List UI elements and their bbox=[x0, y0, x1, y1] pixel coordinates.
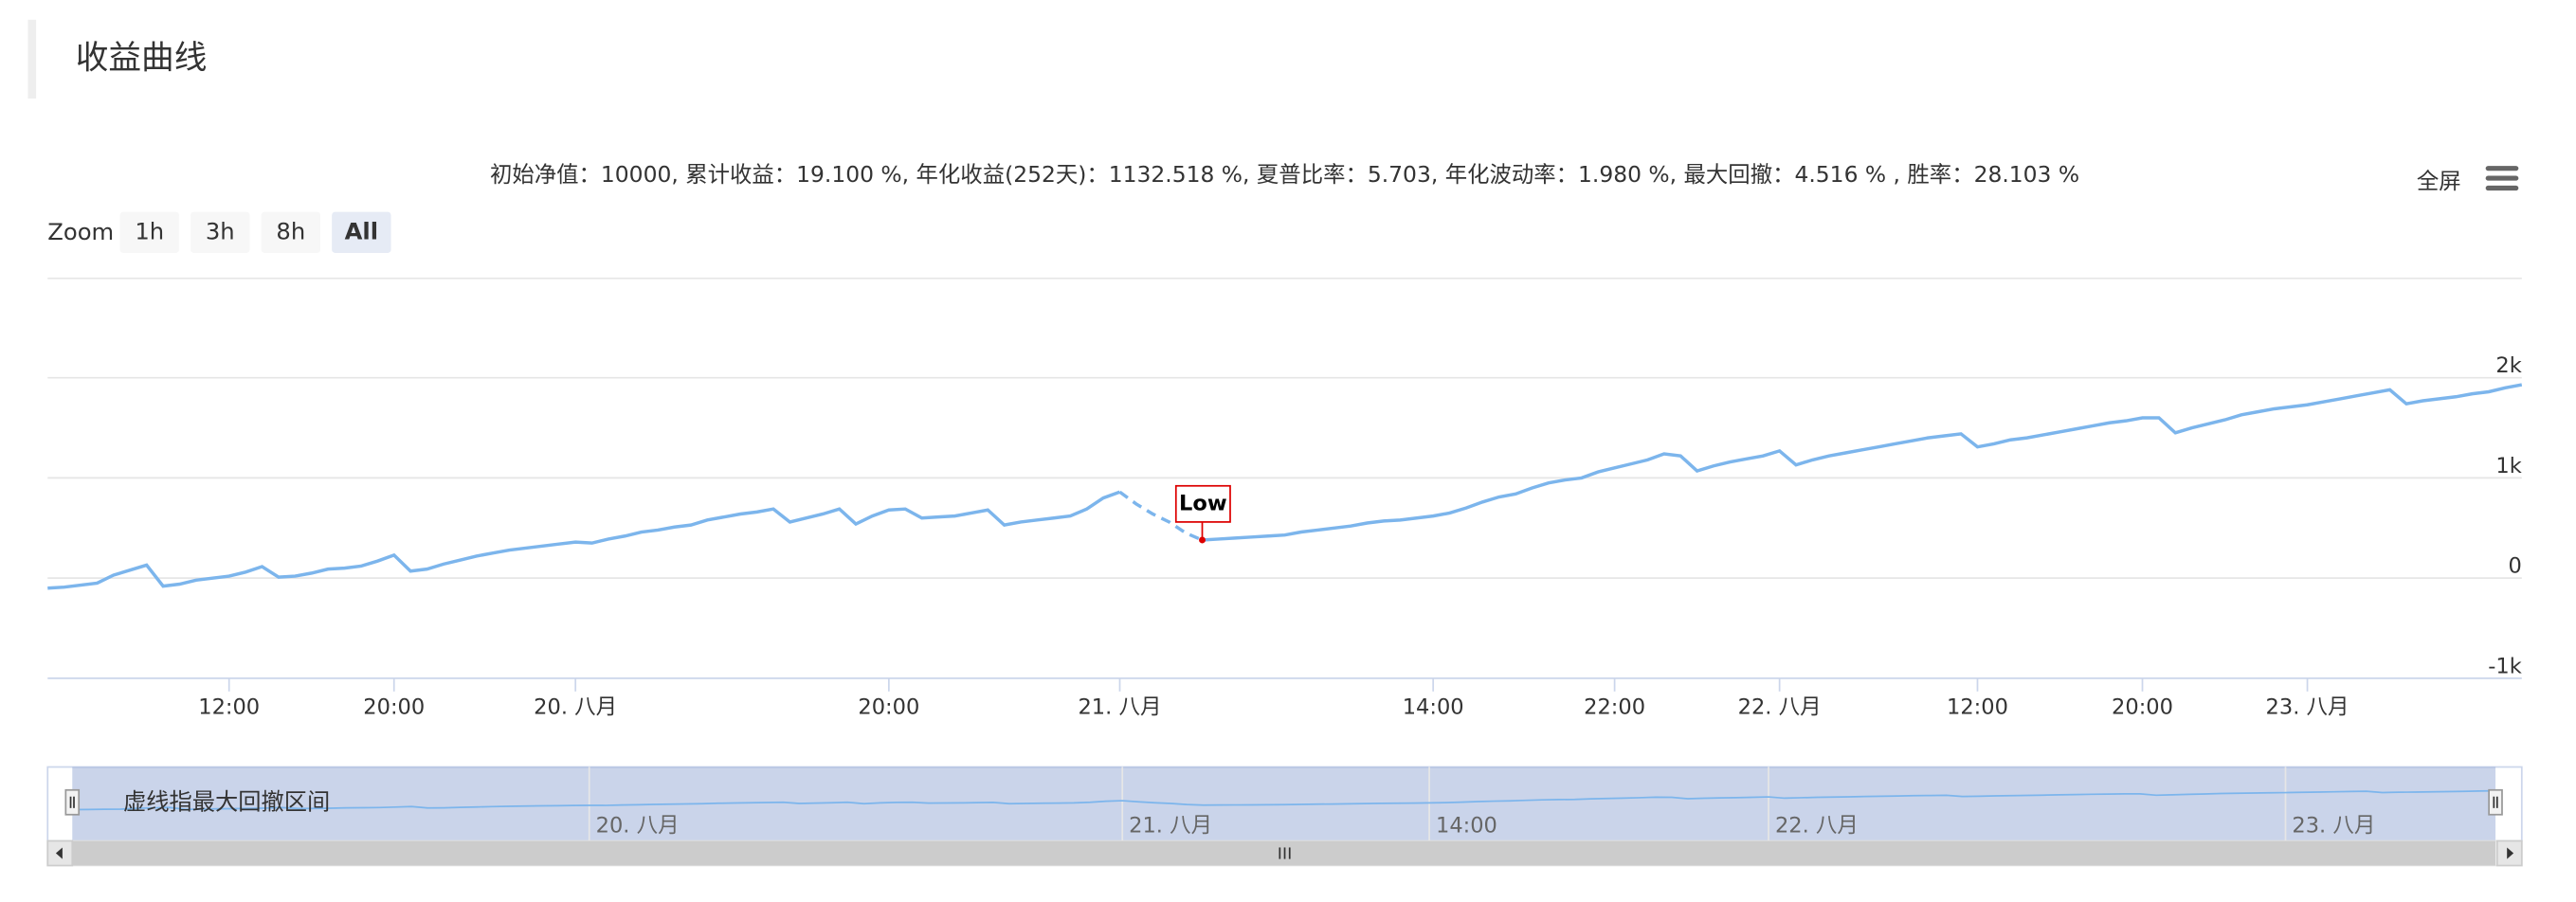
zoom-button-bg bbox=[190, 211, 250, 253]
y-tick-label: -1k bbox=[2488, 654, 2521, 678]
scrollbar-arrow bbox=[55, 847, 63, 859]
y-tick-label: 1k bbox=[2495, 454, 2521, 478]
x-tick-label: 23. 八月 bbox=[2266, 695, 2349, 720]
equity-line bbox=[1202, 383, 2523, 542]
zoom-button-bg bbox=[332, 211, 391, 253]
navigator-label: 虚线指最大回撤区间 bbox=[123, 788, 330, 816]
annotation-box bbox=[1174, 484, 1231, 523]
zoom-button-bg bbox=[119, 211, 179, 253]
title-bar bbox=[27, 19, 37, 99]
scrollbar-arrow bbox=[2507, 847, 2514, 859]
chart-subtitle: 初始净值：10000, 累计收益：19.100 %, 年化收益(252天)：11… bbox=[490, 161, 2079, 188]
drawdown-line bbox=[1118, 490, 1204, 542]
x-tick-label: 12:00 bbox=[1947, 695, 2008, 720]
zoom-button[interactable]: 8h bbox=[261, 211, 321, 253]
menu-bar bbox=[2485, 166, 2519, 171]
zoom-button-label: 8h bbox=[276, 217, 305, 244]
navigator-tick-label: 20. 八月 bbox=[596, 813, 680, 838]
annotation-point bbox=[1199, 536, 1206, 544]
navigator-handle[interactable] bbox=[64, 788, 81, 816]
navigator-tick-label: 14:00 bbox=[1436, 813, 1497, 838]
x-tick-label: 22:00 bbox=[1584, 695, 1645, 720]
x-tick-label: 20:00 bbox=[2112, 695, 2173, 720]
x-tick-label: 22. 八月 bbox=[1738, 695, 1822, 720]
navigator-handle[interactable] bbox=[2488, 788, 2503, 816]
page-title: 收益曲线 bbox=[76, 39, 208, 77]
x-tick-label: 20:00 bbox=[363, 695, 425, 720]
zoom-button-bg bbox=[261, 211, 321, 253]
x-tick-label: 21. 八月 bbox=[1078, 695, 1161, 720]
scrollbar-thumb[interactable] bbox=[72, 840, 2496, 866]
x-tick-label: 20. 八月 bbox=[534, 695, 617, 720]
menu-button[interactable] bbox=[2485, 166, 2519, 191]
zoom-label: Zoom bbox=[47, 218, 114, 245]
equity-line bbox=[47, 490, 1121, 590]
navigator-tick-label: 23. 八月 bbox=[2292, 813, 2375, 838]
y-tick-label: 2k bbox=[2495, 353, 2521, 378]
zoom-button[interactable]: All bbox=[332, 211, 391, 253]
navigator-tick-label: 22. 八月 bbox=[1775, 813, 1859, 838]
zoom-button-label: All bbox=[345, 217, 378, 244]
navigator-line bbox=[72, 789, 2496, 811]
annotation-label: Low bbox=[1179, 491, 1227, 515]
fullscreen-button[interactable]: 全屏 bbox=[2417, 168, 2461, 194]
zoom-button-label: 3h bbox=[206, 217, 235, 244]
x-tick-label: 20:00 bbox=[858, 695, 919, 720]
x-tick-label: 12:00 bbox=[198, 695, 260, 720]
zoom-button-label: 1h bbox=[135, 217, 164, 244]
y-tick-label: 0 bbox=[2508, 554, 2521, 579]
navigator-tick-label: 21. 八月 bbox=[1129, 813, 1212, 838]
x-tick-label: 14:00 bbox=[1403, 695, 1464, 720]
menu-bar bbox=[2485, 175, 2519, 181]
zoom-button[interactable]: 1h bbox=[119, 211, 179, 253]
zoom-button[interactable]: 3h bbox=[190, 211, 250, 253]
menu-bar bbox=[2485, 185, 2519, 191]
